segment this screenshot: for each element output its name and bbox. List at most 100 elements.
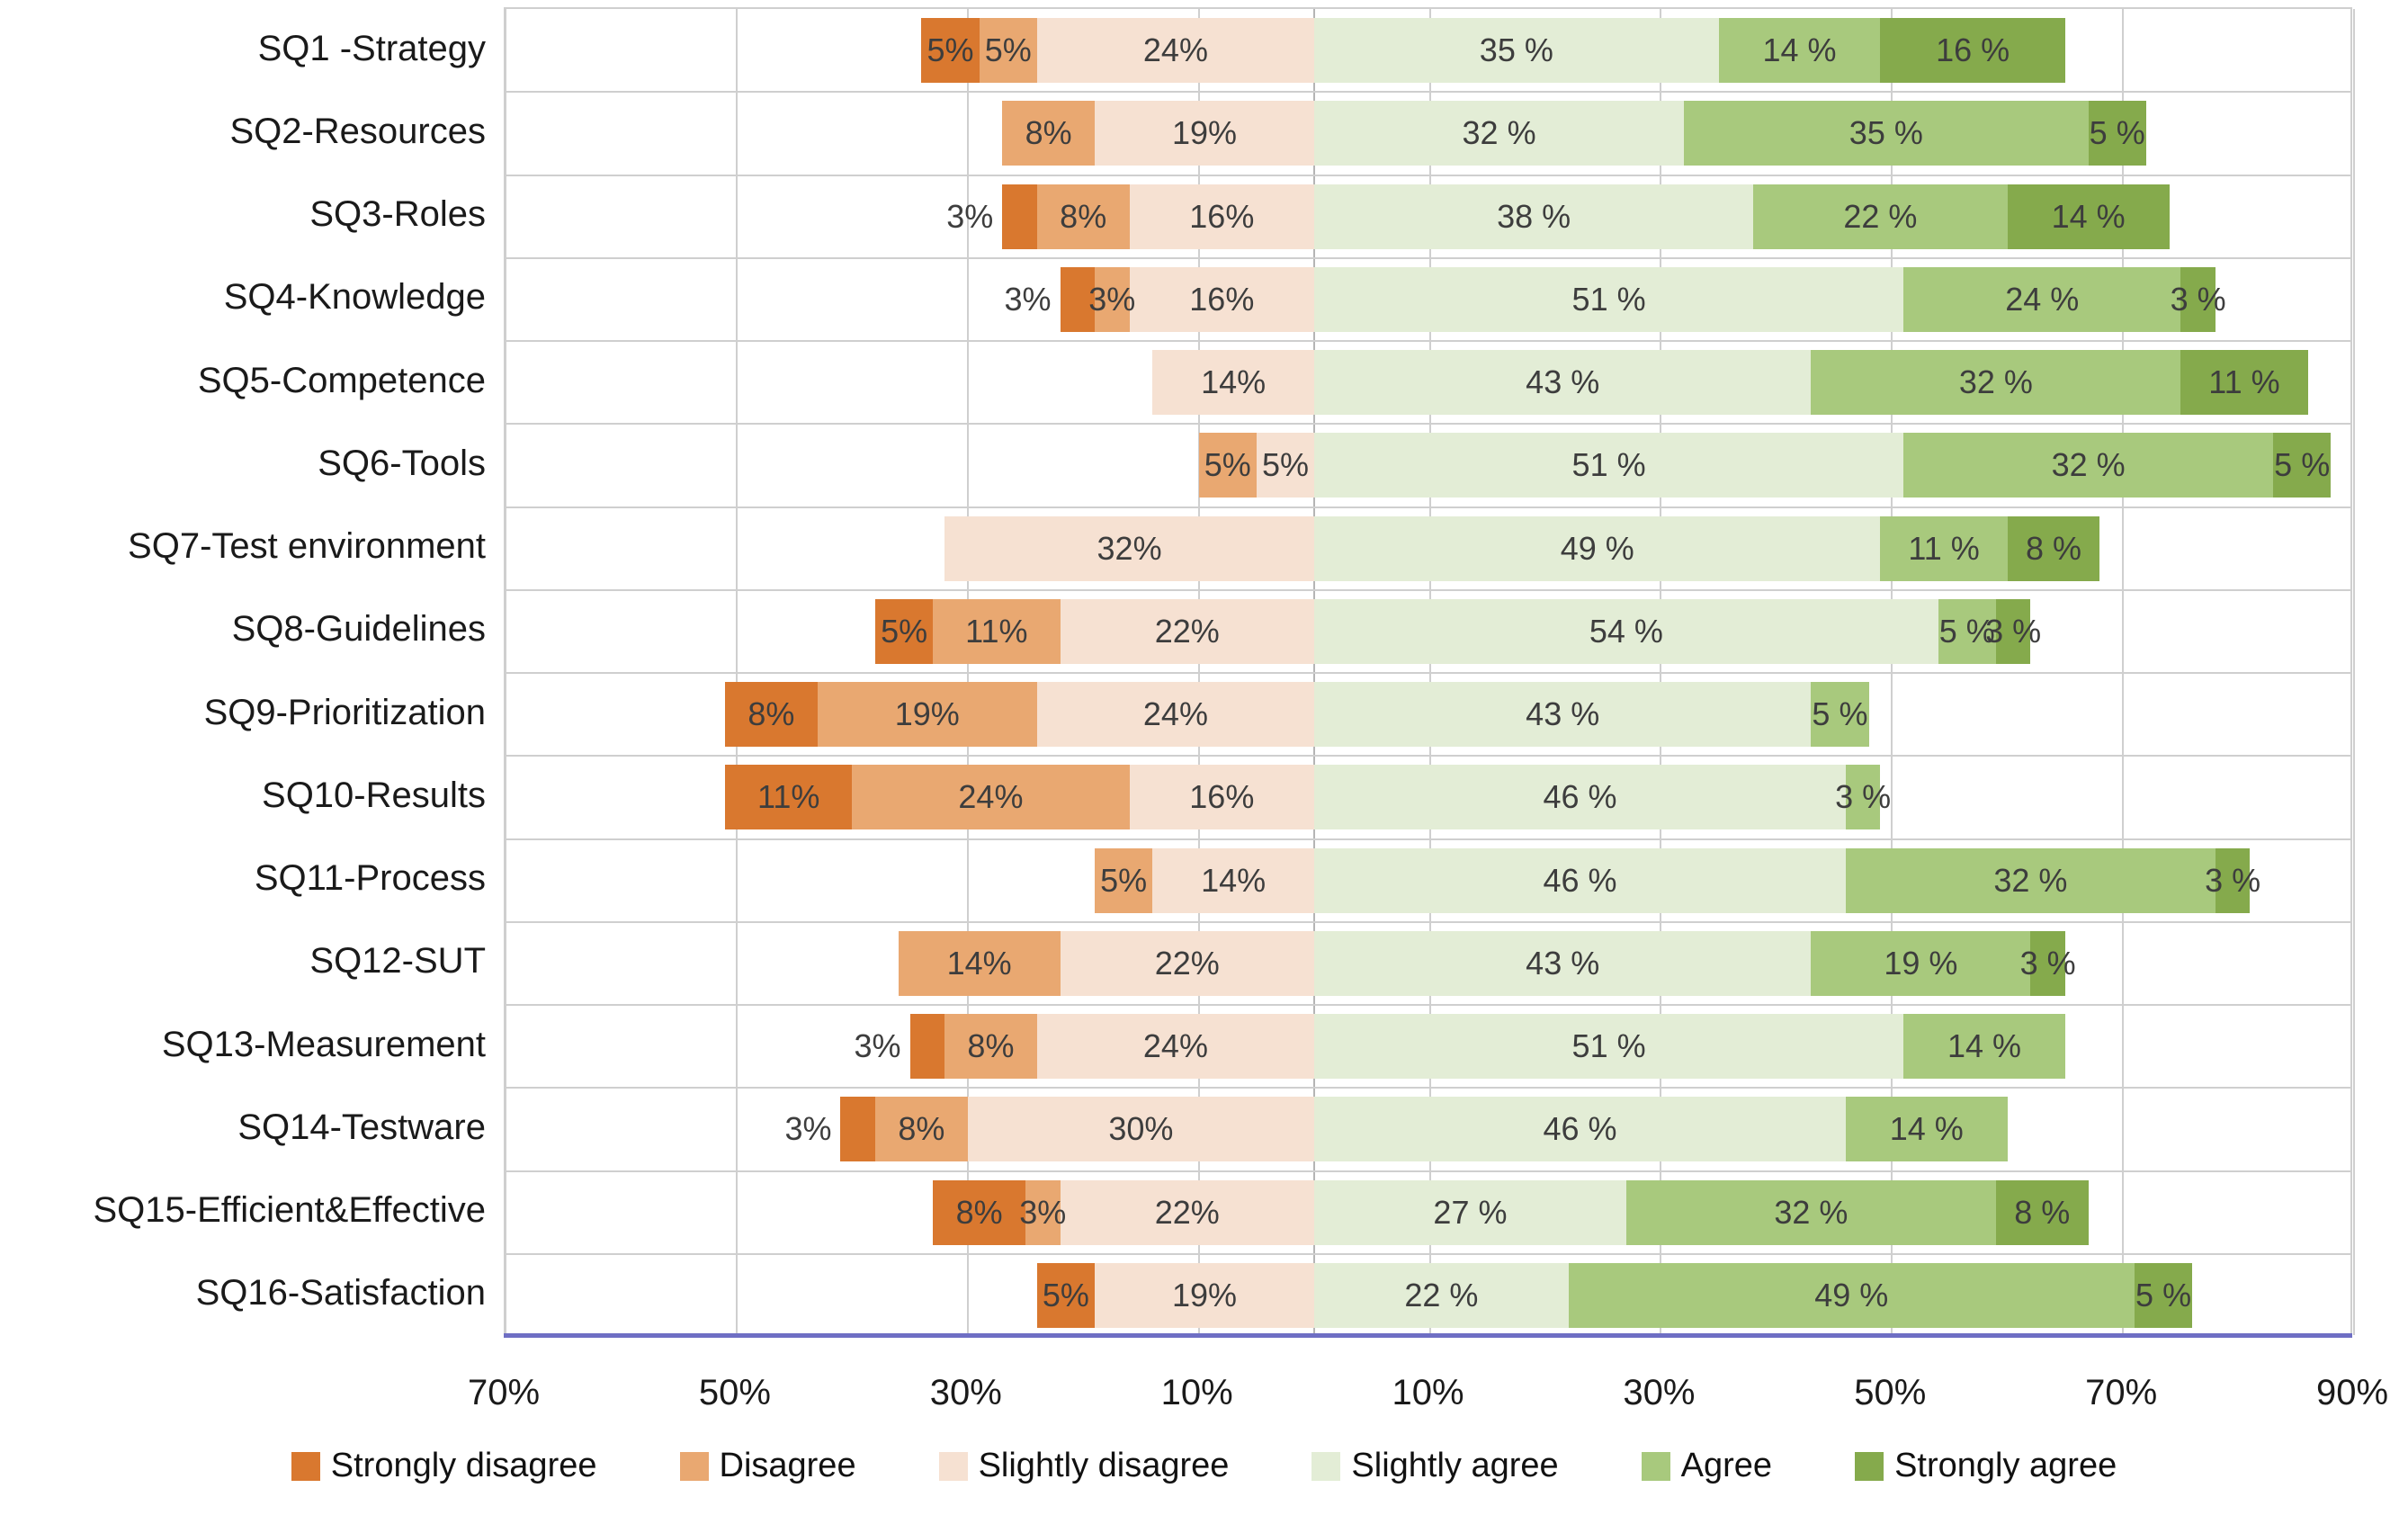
category-label: SQ4-Knowledge [223, 277, 486, 318]
bar-segment-strongly-agree: 3 % [2171, 266, 2226, 332]
bar-segment-strongly-disagree: 5% [1036, 1262, 1096, 1328]
segment-value-label: 5% [1100, 861, 1148, 899]
segment-value-label: 5% [984, 31, 1032, 69]
segment-value-label: 22% [1154, 1193, 1220, 1231]
bar-segment-agree: 14 % [1903, 1014, 2065, 1080]
segment-value-label: 3 % [2205, 861, 2261, 899]
bar-segment-slightly-disagree: 16% [1129, 184, 1315, 249]
segment-value-label: 22 % [1843, 197, 1918, 235]
segment-value-label: 51 % [1571, 280, 1646, 318]
segment-value-label: 24 % [2005, 280, 2080, 318]
segment-value-label: 3 % [1985, 612, 2042, 650]
bar-segment-agree: 24 % [1903, 266, 2181, 332]
legend-label: Strongly agree [1894, 1447, 2117, 1484]
segment-value-label: 16% [1189, 280, 1255, 318]
bar-segment-disagree: 8% [875, 1097, 968, 1162]
segment-value-label: 54 % [1589, 612, 1663, 650]
legend-label: Strongly disagree [330, 1447, 597, 1484]
legend-item-slightly-agree: Slightly agree [1311, 1447, 1559, 1485]
row-separator [506, 1087, 2350, 1089]
row-separator [506, 91, 2350, 94]
segment-value-label: 8 % [2014, 1193, 2071, 1231]
segment-value-label: 43 % [1526, 363, 1600, 401]
bar-segment-agree: 32 % [1845, 847, 2216, 913]
bar-segment-strongly-agree: 3 % [2020, 930, 2076, 996]
bar-segment-agree: 49 % [1568, 1262, 2135, 1328]
bar-segment-agree: 3 % [1835, 765, 1891, 830]
segment-value-label: 14 % [1947, 1027, 2022, 1065]
bar-segment-slightly-disagree: 19% [1095, 101, 1315, 166]
legend-swatch-icon [291, 1451, 320, 1481]
segment-value-label: 5 % [2135, 1276, 2192, 1313]
bar-segment-slightly-agree: 54 % [1314, 598, 1938, 664]
segment-value-label: 46 % [1543, 1110, 1617, 1148]
bar-segment-disagree: 8% [1002, 101, 1096, 166]
segment-value-label: 14% [1201, 363, 1267, 401]
segment-value-label: 24% [958, 778, 1024, 816]
category-label: SQ16-Satisfaction [195, 1273, 486, 1313]
bar-row: 5% 14% 46 % 32 % 3 % [506, 847, 2350, 913]
x-tick-label: 70% [467, 1373, 541, 1412]
bar-row: 3% 3% 16% 51 % 24 % 3 % [506, 266, 2350, 332]
bar-segment-strongly-agree: 5 % [2088, 101, 2146, 166]
bar-row: 5% 19% 22 % 49 % 5 % [506, 1262, 2350, 1328]
segment-value-label: 5 % [1812, 695, 1868, 733]
segment-value-label: 27 % [1433, 1193, 1508, 1231]
bar-segment-slightly-agree: 49 % [1314, 515, 1881, 581]
segment-value-label: 5% [881, 612, 928, 650]
segment-value-label: 35 % [1479, 31, 1553, 69]
category-label: SQ3-Roles [309, 194, 486, 235]
segment-value-label: 43 % [1526, 944, 1600, 982]
segment-value-label: 30% [1108, 1110, 1174, 1148]
bar-segment-strongly-agree: 8 % [1995, 1179, 2089, 1245]
bar-segment-disagree: 3% [1019, 1179, 1066, 1245]
bar-segment-strongly-disagree: 11% [725, 765, 853, 830]
bar-segment-strongly-agree: 8 % [2007, 515, 2100, 581]
segment-value-label: 46 % [1543, 778, 1617, 816]
category-label: SQ15-Efficient&Effective [93, 1190, 486, 1231]
segment-value-label: 19% [1172, 114, 1238, 152]
segment-value-label: 8% [898, 1110, 945, 1148]
category-label: SQ5-Competence [197, 360, 486, 400]
bar-segment-disagree: 8% [944, 1014, 1037, 1080]
bar-row: 8% 19% 24% 43 % 5 % [506, 682, 2350, 748]
bar-segment-agree: 32 % [1625, 1179, 1996, 1245]
bar-segment-disagree: 24% [852, 765, 1130, 830]
bar-segment-agree: 5 % [1811, 682, 1869, 748]
bar-segment-strongly-disagree: 8% [933, 1179, 1025, 1245]
legend-swatch-icon [1641, 1451, 1670, 1481]
bar-segment-strongly-agree: 14 % [2007, 184, 2170, 249]
segment-value-label: 8% [747, 695, 795, 733]
row-separator [506, 588, 2350, 591]
legend-label: Slightly disagree [978, 1447, 1230, 1484]
bar-segment-strongly-disagree: 3% [946, 184, 1037, 249]
segment-value-label: 49 % [1814, 1276, 1889, 1313]
bar-row: 8% 19% 32 % 35 % 5 % [506, 101, 2350, 166]
bar-segment-slightly-agree: 51 % [1314, 433, 1904, 498]
bar-segment-strongly-disagree: 8% [725, 682, 818, 748]
row-separator [506, 506, 2350, 508]
bar-segment-strongly-agree: 5 % [2134, 1262, 2193, 1328]
segment-value-label: 51 % [1571, 1027, 1646, 1065]
segment-value-label: 49 % [1560, 529, 1634, 567]
segment-value-label: 11% [756, 778, 820, 816]
bar-row: 8% 3% 22% 27 % 32 % 8 % [506, 1179, 2350, 1245]
bar-segment-slightly-agree: 51 % [1314, 266, 1904, 332]
row-separator [506, 672, 2350, 674]
bar-segment-slightly-agree: 43 % [1314, 682, 1812, 748]
legend-swatch-icon [1855, 1451, 1884, 1481]
bar-segment-slightly-disagree: 24% [1036, 18, 1315, 84]
bar-segment-disagree: 5% [1095, 847, 1153, 913]
category-label: SQ10-Results [262, 775, 486, 815]
bar-segment-slightly-agree: 35 % [1314, 18, 1719, 84]
bar-segment-slightly-agree: 27 % [1314, 1179, 1626, 1245]
x-tick-label: 10% [1160, 1373, 1233, 1412]
segment-value-label: 14 % [1762, 31, 1837, 69]
x-tick-label: 70% [2085, 1373, 2158, 1412]
legend-item-disagree: Disagree [679, 1447, 856, 1485]
segment-value-label: 14% [1201, 861, 1267, 899]
bar-segment-disagree: 14% [898, 930, 1061, 996]
bar-segment-slightly-agree: 32 % [1314, 101, 1685, 166]
segment-value-label: 5 % [2089, 114, 2145, 152]
